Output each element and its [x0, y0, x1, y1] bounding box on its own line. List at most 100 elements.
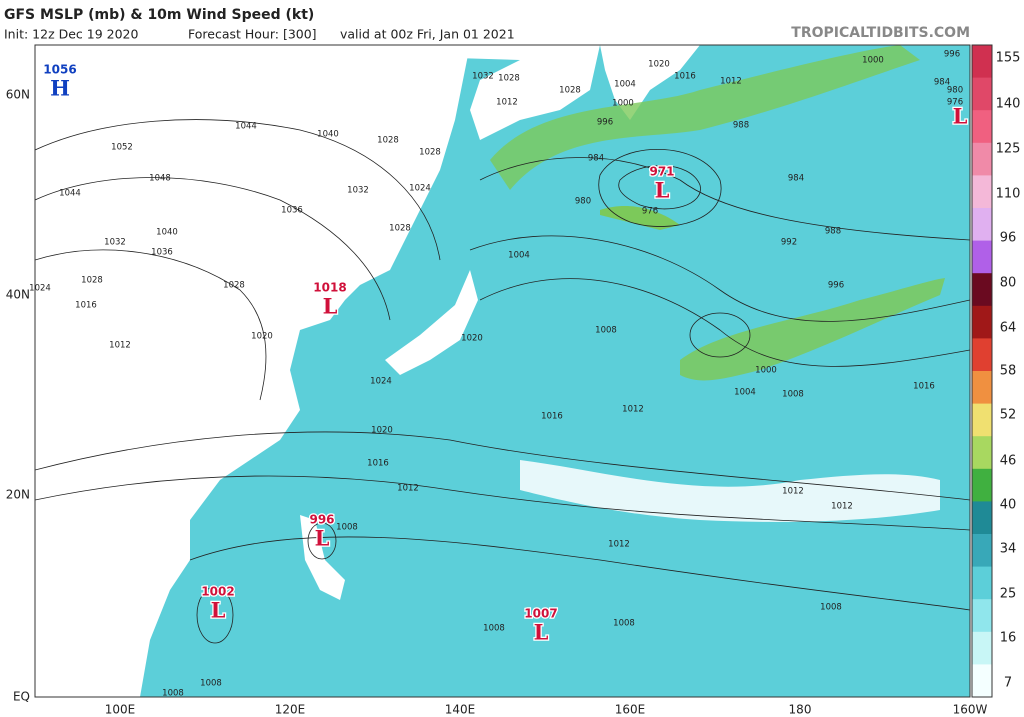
wind-max: [600, 205, 680, 230]
isobar-label: 1016: [674, 72, 696, 82]
isobar-label: 1012: [782, 487, 804, 497]
center-pressure: 996: [309, 513, 334, 527]
isobar-label: 1028: [498, 74, 520, 84]
isobar-label: 1012: [109, 341, 131, 351]
land-kamchatka: [600, 45, 700, 120]
center-letter: L: [953, 104, 968, 129]
init-time: Init: 12z Dec 19 2020: [4, 27, 139, 42]
colorbar-label: 46: [1000, 454, 1017, 469]
isobar-label: 1028: [389, 224, 411, 234]
colorbar-swatch: [972, 371, 992, 405]
isobar-label: 996: [944, 50, 960, 60]
colorbar-swatch: [972, 566, 992, 600]
isobar-label: 1028: [81, 276, 103, 286]
center-pressure: 1056: [43, 63, 76, 77]
valid-time: valid at 00z Fri, Jan 01 2021: [340, 27, 515, 42]
isobar-label: 1012: [496, 98, 518, 108]
isobar-label: 1028: [559, 86, 581, 96]
isobar-label: 1004: [508, 251, 530, 261]
isobar-label: 980: [947, 86, 963, 96]
colorbar-label: 58: [1000, 364, 1017, 379]
colorbar-swatch: [972, 436, 992, 470]
isobar-label: 1000: [862, 56, 884, 66]
isobar-label: 1052: [111, 143, 133, 153]
forecast-hour: Forecast Hour: [300]: [188, 27, 317, 42]
lat-label: 60N: [6, 88, 30, 102]
center-letter: L: [655, 178, 670, 203]
isobar-label: 1012: [608, 540, 630, 550]
colorbar: 155 140 125 110 96 80 64 58 52 46 40 34 25 16 7: [971, 44, 1021, 698]
isobar-label: 1032: [347, 186, 369, 196]
isobar-label: 1024: [370, 377, 392, 387]
center-letter: L: [211, 598, 226, 623]
land-siberia: [35, 45, 600, 140]
isobar-label: 1036: [281, 206, 303, 216]
center-letter: L: [534, 620, 549, 645]
isobar-label: 1020: [461, 334, 483, 344]
colorbar-swatch: [972, 305, 992, 339]
isobar-label: 980: [575, 197, 591, 207]
lon-label: 120E: [275, 703, 306, 717]
isobar-label: 1020: [251, 332, 273, 342]
lon-label: 100E: [105, 703, 136, 717]
site-name: TROPICALTIDBITS.COM: [791, 25, 970, 41]
isobar-label: 1016: [913, 382, 935, 392]
isobar-label: 1020: [648, 60, 670, 70]
isobar-label: 1016: [75, 301, 97, 311]
lat-label: EQ: [13, 690, 30, 704]
isobar-label: 1044: [235, 122, 257, 132]
isobar-label: 984: [588, 154, 604, 164]
colorbar-frame: [971, 44, 993, 698]
map-frame: [34, 44, 971, 698]
colorbar-swatch: [972, 599, 992, 633]
colorbar-swatch: [972, 403, 992, 437]
colorbar-label: 34: [1000, 542, 1017, 557]
isobar-label: 1008: [782, 390, 804, 400]
lon-label: 160W: [953, 703, 988, 717]
map-area: [35, 45, 970, 697]
lat-label: 20N: [6, 488, 30, 502]
isobar-label: 1008: [613, 619, 635, 629]
isobars: [35, 119, 970, 644]
isobar-label: 1028: [377, 136, 399, 146]
colorbar-swatch: [972, 273, 992, 307]
center-letter: L: [323, 294, 338, 319]
colorbar-swatch: [972, 45, 992, 79]
colorbar-label: 155: [996, 51, 1021, 66]
colorbar-swatch: [972, 175, 992, 209]
lat-label: 40N: [6, 288, 30, 302]
isobar-label: 1008: [595, 326, 617, 336]
isobar-label: 1032: [104, 238, 126, 248]
wind-max: [490, 45, 920, 190]
colorbar-swatch: [972, 338, 992, 372]
colorbar-label: 25: [1000, 587, 1017, 602]
wind-max: [680, 278, 945, 381]
colorbar-label: 125: [996, 142, 1021, 157]
isobar-label: 1036: [151, 248, 173, 258]
isobar-label: 1020: [371, 426, 393, 436]
isobar-label: 1024: [29, 284, 51, 294]
isobar-label: 1008: [336, 523, 358, 533]
isobar-label: 1004: [734, 388, 756, 398]
isobar-label: 984: [788, 174, 804, 184]
colorbar-swatch: [972, 208, 992, 242]
colorbar-swatch: [972, 110, 992, 144]
isobar-label: 1000: [755, 366, 777, 376]
title: GFS MSLP (mb) & 10m Wind Speed (kt): [4, 7, 314, 23]
colorbar-label: 80: [1000, 276, 1017, 291]
isobar-label: 1044: [59, 189, 81, 199]
isobar-label: 976: [947, 98, 963, 108]
calm-band: [520, 460, 940, 522]
colorbar-swatch: [972, 631, 992, 665]
colorbar-swatch: [972, 142, 992, 176]
colorbar-swatch: [972, 501, 992, 535]
isobar-label: 1012: [720, 77, 742, 87]
isobar-label: 1040: [317, 130, 339, 140]
colorbar-label: 52: [1000, 408, 1017, 423]
center-letter: L: [315, 526, 330, 551]
colorbar-swatch: [972, 468, 992, 502]
colorbar-label: 16: [1000, 631, 1017, 646]
colorbar-label: 40: [1000, 498, 1017, 513]
isobar-label: 988: [825, 227, 841, 237]
